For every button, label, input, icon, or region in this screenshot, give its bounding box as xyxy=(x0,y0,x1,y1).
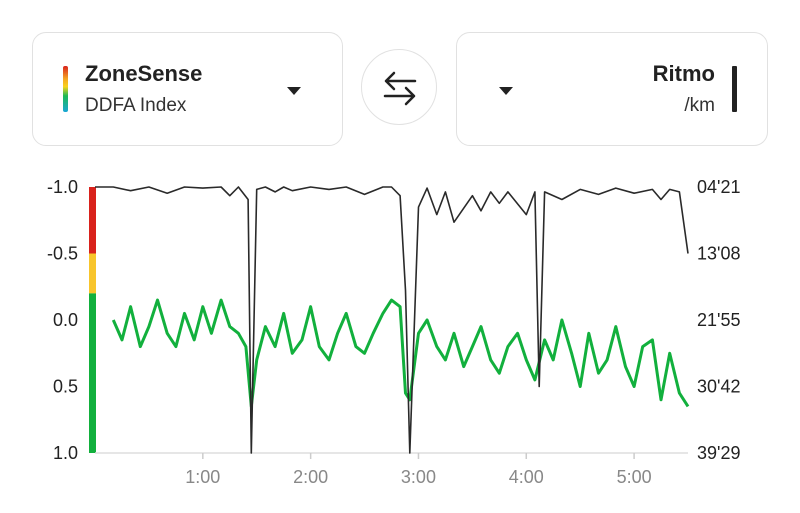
right-metric-title: Ritmo xyxy=(652,61,715,86)
right-metric-subtitle: /km xyxy=(684,95,715,116)
zonesense-metric-selector[interactable]: ZoneSense DDFA Index xyxy=(32,32,343,146)
x-tick-label: 2:00 xyxy=(293,467,328,487)
zone-band-green xyxy=(89,293,96,453)
left-axis-tick-label: -1.0 xyxy=(47,177,78,197)
x-tick-label: 4:00 xyxy=(509,467,544,487)
swap-arrows-icon xyxy=(383,71,417,106)
left-axis-tick-label: 0.5 xyxy=(53,377,78,397)
x-tick-label: 1:00 xyxy=(185,467,220,487)
x-tick-label: 5:00 xyxy=(617,467,652,487)
ddfa-index-line xyxy=(111,298,690,408)
chevron-down-icon[interactable] xyxy=(499,87,513,95)
zone-band-yellow xyxy=(89,253,96,294)
right-axis-tick-label: 04'21 xyxy=(697,177,740,197)
left-axis-tick-label: 0.0 xyxy=(53,310,78,330)
right-axis-tick-label: 13'08 xyxy=(697,244,740,264)
chevron-down-icon[interactable] xyxy=(287,87,301,95)
zone-color-strip-icon xyxy=(63,66,68,112)
ritmo-metric-selector[interactable]: Ritmo /km xyxy=(456,32,768,146)
ritmo-pace-line xyxy=(95,186,689,454)
x-tick-label: 3:00 xyxy=(401,467,436,487)
swap-button[interactable] xyxy=(361,49,437,125)
right-axis-tick-label: 39'29 xyxy=(697,443,740,463)
right-axis-tick-label: 30'42 xyxy=(697,377,740,397)
right-axis-tick-label: 21'55 xyxy=(697,310,740,330)
line-style-icon xyxy=(732,66,737,112)
left-metric-title: ZoneSense xyxy=(85,61,203,86)
zone-band-red xyxy=(89,187,96,254)
left-axis-tick-label: -0.5 xyxy=(47,244,78,264)
left-axis-tick-label: 1.0 xyxy=(53,443,78,463)
left-metric-subtitle: DDFA Index xyxy=(85,95,187,116)
